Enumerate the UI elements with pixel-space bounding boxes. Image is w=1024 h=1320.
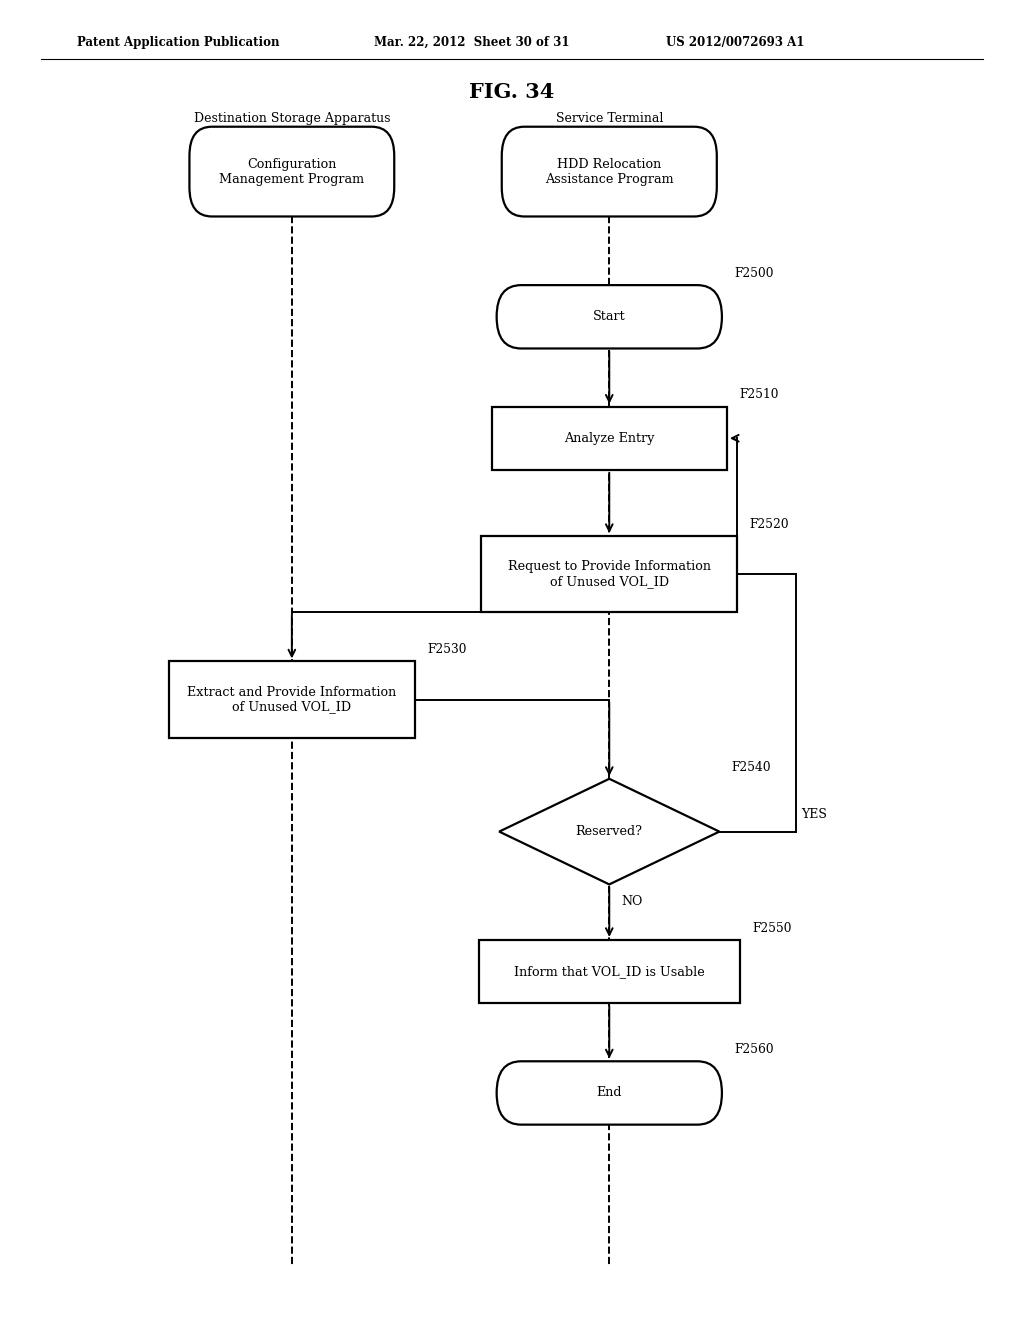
Text: HDD Relocation
Assistance Program: HDD Relocation Assistance Program bbox=[545, 157, 674, 186]
Text: FIG. 34: FIG. 34 bbox=[469, 82, 555, 103]
Text: Service Terminal: Service Terminal bbox=[556, 112, 663, 125]
Text: Request to Provide Information
of Unused VOL_ID: Request to Provide Information of Unused… bbox=[508, 560, 711, 589]
Text: YES: YES bbox=[801, 808, 827, 821]
Text: F2530: F2530 bbox=[427, 643, 467, 656]
Text: F2520: F2520 bbox=[750, 517, 790, 531]
FancyBboxPatch shape bbox=[497, 1061, 722, 1125]
Bar bbox=[481, 536, 737, 612]
Text: Analyze Entry: Analyze Entry bbox=[564, 432, 654, 445]
Text: Inform that VOL_ID is Usable: Inform that VOL_ID is Usable bbox=[514, 965, 705, 978]
Text: Patent Application Publication: Patent Application Publication bbox=[77, 36, 280, 49]
Bar bbox=[169, 661, 415, 738]
Text: F2540: F2540 bbox=[731, 760, 771, 774]
Text: Destination Storage Apparatus: Destination Storage Apparatus bbox=[194, 112, 390, 125]
Text: Reserved?: Reserved? bbox=[575, 825, 643, 838]
Text: Start: Start bbox=[593, 310, 626, 323]
Polygon shape bbox=[500, 779, 719, 884]
Text: Mar. 22, 2012  Sheet 30 of 31: Mar. 22, 2012 Sheet 30 of 31 bbox=[374, 36, 569, 49]
Bar bbox=[492, 407, 727, 470]
Text: Extract and Provide Information
of Unused VOL_ID: Extract and Provide Information of Unuse… bbox=[187, 685, 396, 714]
Text: F2500: F2500 bbox=[734, 267, 774, 280]
Text: F2550: F2550 bbox=[752, 921, 792, 935]
FancyBboxPatch shape bbox=[497, 285, 722, 348]
Bar bbox=[478, 940, 739, 1003]
Text: F2560: F2560 bbox=[734, 1043, 774, 1056]
Text: US 2012/0072693 A1: US 2012/0072693 A1 bbox=[666, 36, 804, 49]
Text: Configuration
Management Program: Configuration Management Program bbox=[219, 157, 365, 186]
FancyBboxPatch shape bbox=[189, 127, 394, 216]
Text: F2510: F2510 bbox=[739, 388, 779, 401]
FancyBboxPatch shape bbox=[502, 127, 717, 216]
Text: NO: NO bbox=[622, 895, 643, 908]
Text: End: End bbox=[597, 1086, 622, 1100]
